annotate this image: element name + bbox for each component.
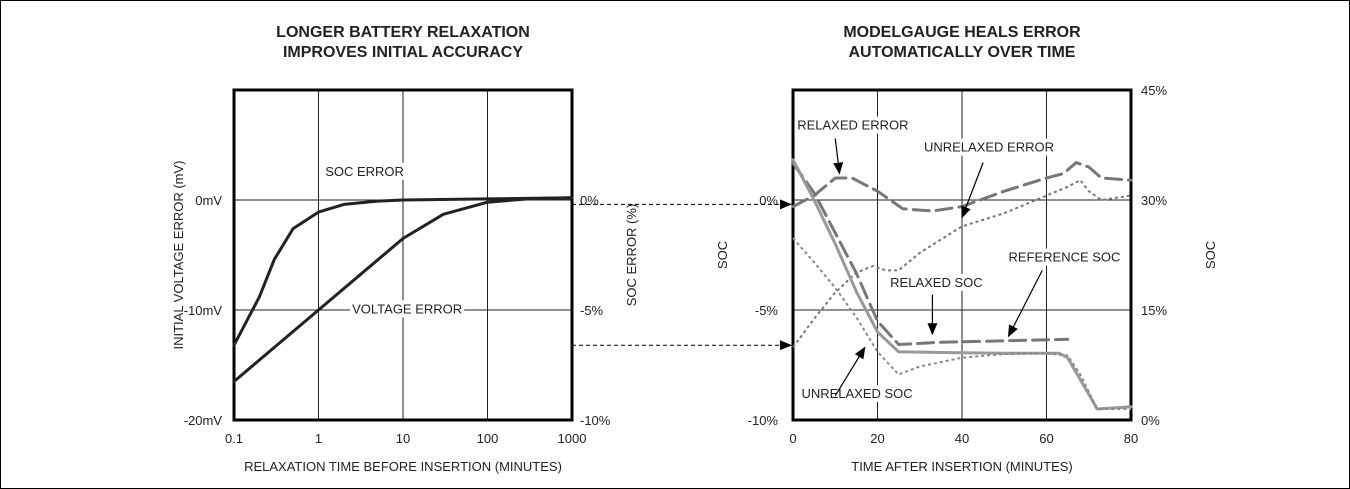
chart1-x-tick-label: 1000 (558, 431, 587, 446)
chart2-annotation-bg (921, 138, 1057, 156)
chart2-annotation-bg (795, 116, 911, 134)
chart1-y-left-tick-label: 0mV (195, 193, 222, 208)
chart1-y-right-tick-label: 0% (580, 193, 599, 208)
chart1-y-right-tick-label: -5% (580, 303, 604, 318)
chart2-y-right-tick-label: 15% (1141, 303, 1167, 318)
chart2-x-tick-label: 60 (1039, 431, 1053, 446)
chart1-y-left-tick-label: -20mV (184, 413, 223, 428)
chart1-annotation-bg (350, 300, 465, 318)
chart1-annotation-bg (323, 162, 406, 180)
pointer-relaxed-error (833, 138, 844, 175)
chart2-y-right-axis-label: SOC (1203, 241, 1218, 269)
chart2-x-tick-label: 20 (870, 431, 884, 446)
chart2-annotation-bg (1006, 248, 1123, 266)
chart2-y-left-tick-label: -5% (755, 303, 779, 318)
chart2-annotation-bg (799, 385, 915, 402)
chart2-series-relaxed-soc (791, 161, 1070, 346)
chart2-annotation-bg (888, 273, 985, 291)
chart2-y-right-tick-label: 45% (1141, 83, 1167, 98)
chart2-x-axis-label: TIME AFTER INSERTION (MINUTES) (851, 459, 1073, 474)
chart1-annotation-voltage-error: VOLTAGE ERROR (352, 301, 462, 316)
chart2-annotation-relaxed-error: RELAXED ERROR (797, 118, 908, 133)
chart1-title-line-1: LONGER BATTERY RELAXATION (276, 24, 530, 41)
chart2-plot-border (791, 88, 1133, 422)
chart2-title-line-1: MODELGAUGE HEALS ERROR (843, 24, 1081, 41)
pointer-reference-soc (1007, 270, 1043, 338)
chart2-series-unrelaxed-soc (792, 237, 1131, 410)
chart2-annotation-unrelaxed-soc: UNRELAXED SOC (801, 386, 912, 401)
chart2-series-reference-soc (791, 158, 1133, 411)
chart1-y-right-axis-label: SOC ERROR (%) (624, 204, 639, 307)
pointer-unrelaxed-error (961, 162, 984, 219)
chart1-series-soc-error (232, 196, 574, 347)
chart2-title-line-2: AUTOMATICALLY OVER TIME (849, 44, 1076, 61)
chart2-y-right-tick-label: 30% (1141, 193, 1167, 208)
chart2-series-unrelaxed-error (792, 179, 1132, 348)
chart1-x-tick-label: 10 (396, 431, 410, 446)
chart1-x-axis-label: RELAXATION TIME BEFORE INSERTION (MINUTE… (244, 459, 562, 474)
chart2-annotation-unrelaxed-error: UNRELAXED ERROR (924, 140, 1054, 155)
chart1-plot-border (232, 88, 574, 422)
chart2-annotation-reference-soc: REFERENCE SOC (1008, 250, 1120, 265)
chart1-x-tick-label: 1 (315, 431, 322, 446)
chart1-y-left-tick-label: -10mV (184, 303, 223, 318)
chart2-annotation-relaxed-soc: RELAXED SOC (890, 275, 982, 290)
chart2-y-left-axis-label: SOC (715, 241, 730, 269)
chart2-y-right-tick-label: 0% (1141, 413, 1160, 428)
chart2-x-tick-label: 0 (789, 431, 796, 446)
chart1-annotation-soc-error: SOC ERROR (325, 164, 404, 179)
chart1-x-tick-label: 100 (477, 431, 499, 446)
chart1-y-left-axis-label: INITIAL VOLTAGE ERROR (mV) (171, 160, 186, 349)
chart2-y-left-tick-label: -10% (748, 413, 779, 428)
chart2-x-tick-label: 80 (1124, 431, 1138, 446)
chart2-y-left-tick-label: 0% (759, 193, 778, 208)
chart1-title-line-2: IMPROVES INITIAL ACCURACY (283, 44, 523, 61)
pointer-unrelaxed-soc (834, 346, 866, 397)
chart1-y-right-tick-label: -10% (580, 413, 611, 428)
chart1-x-tick-label: 0.1 (225, 431, 243, 446)
chart2-x-tick-label: 40 (955, 431, 969, 446)
chart1-series-voltage-error (232, 196, 574, 383)
